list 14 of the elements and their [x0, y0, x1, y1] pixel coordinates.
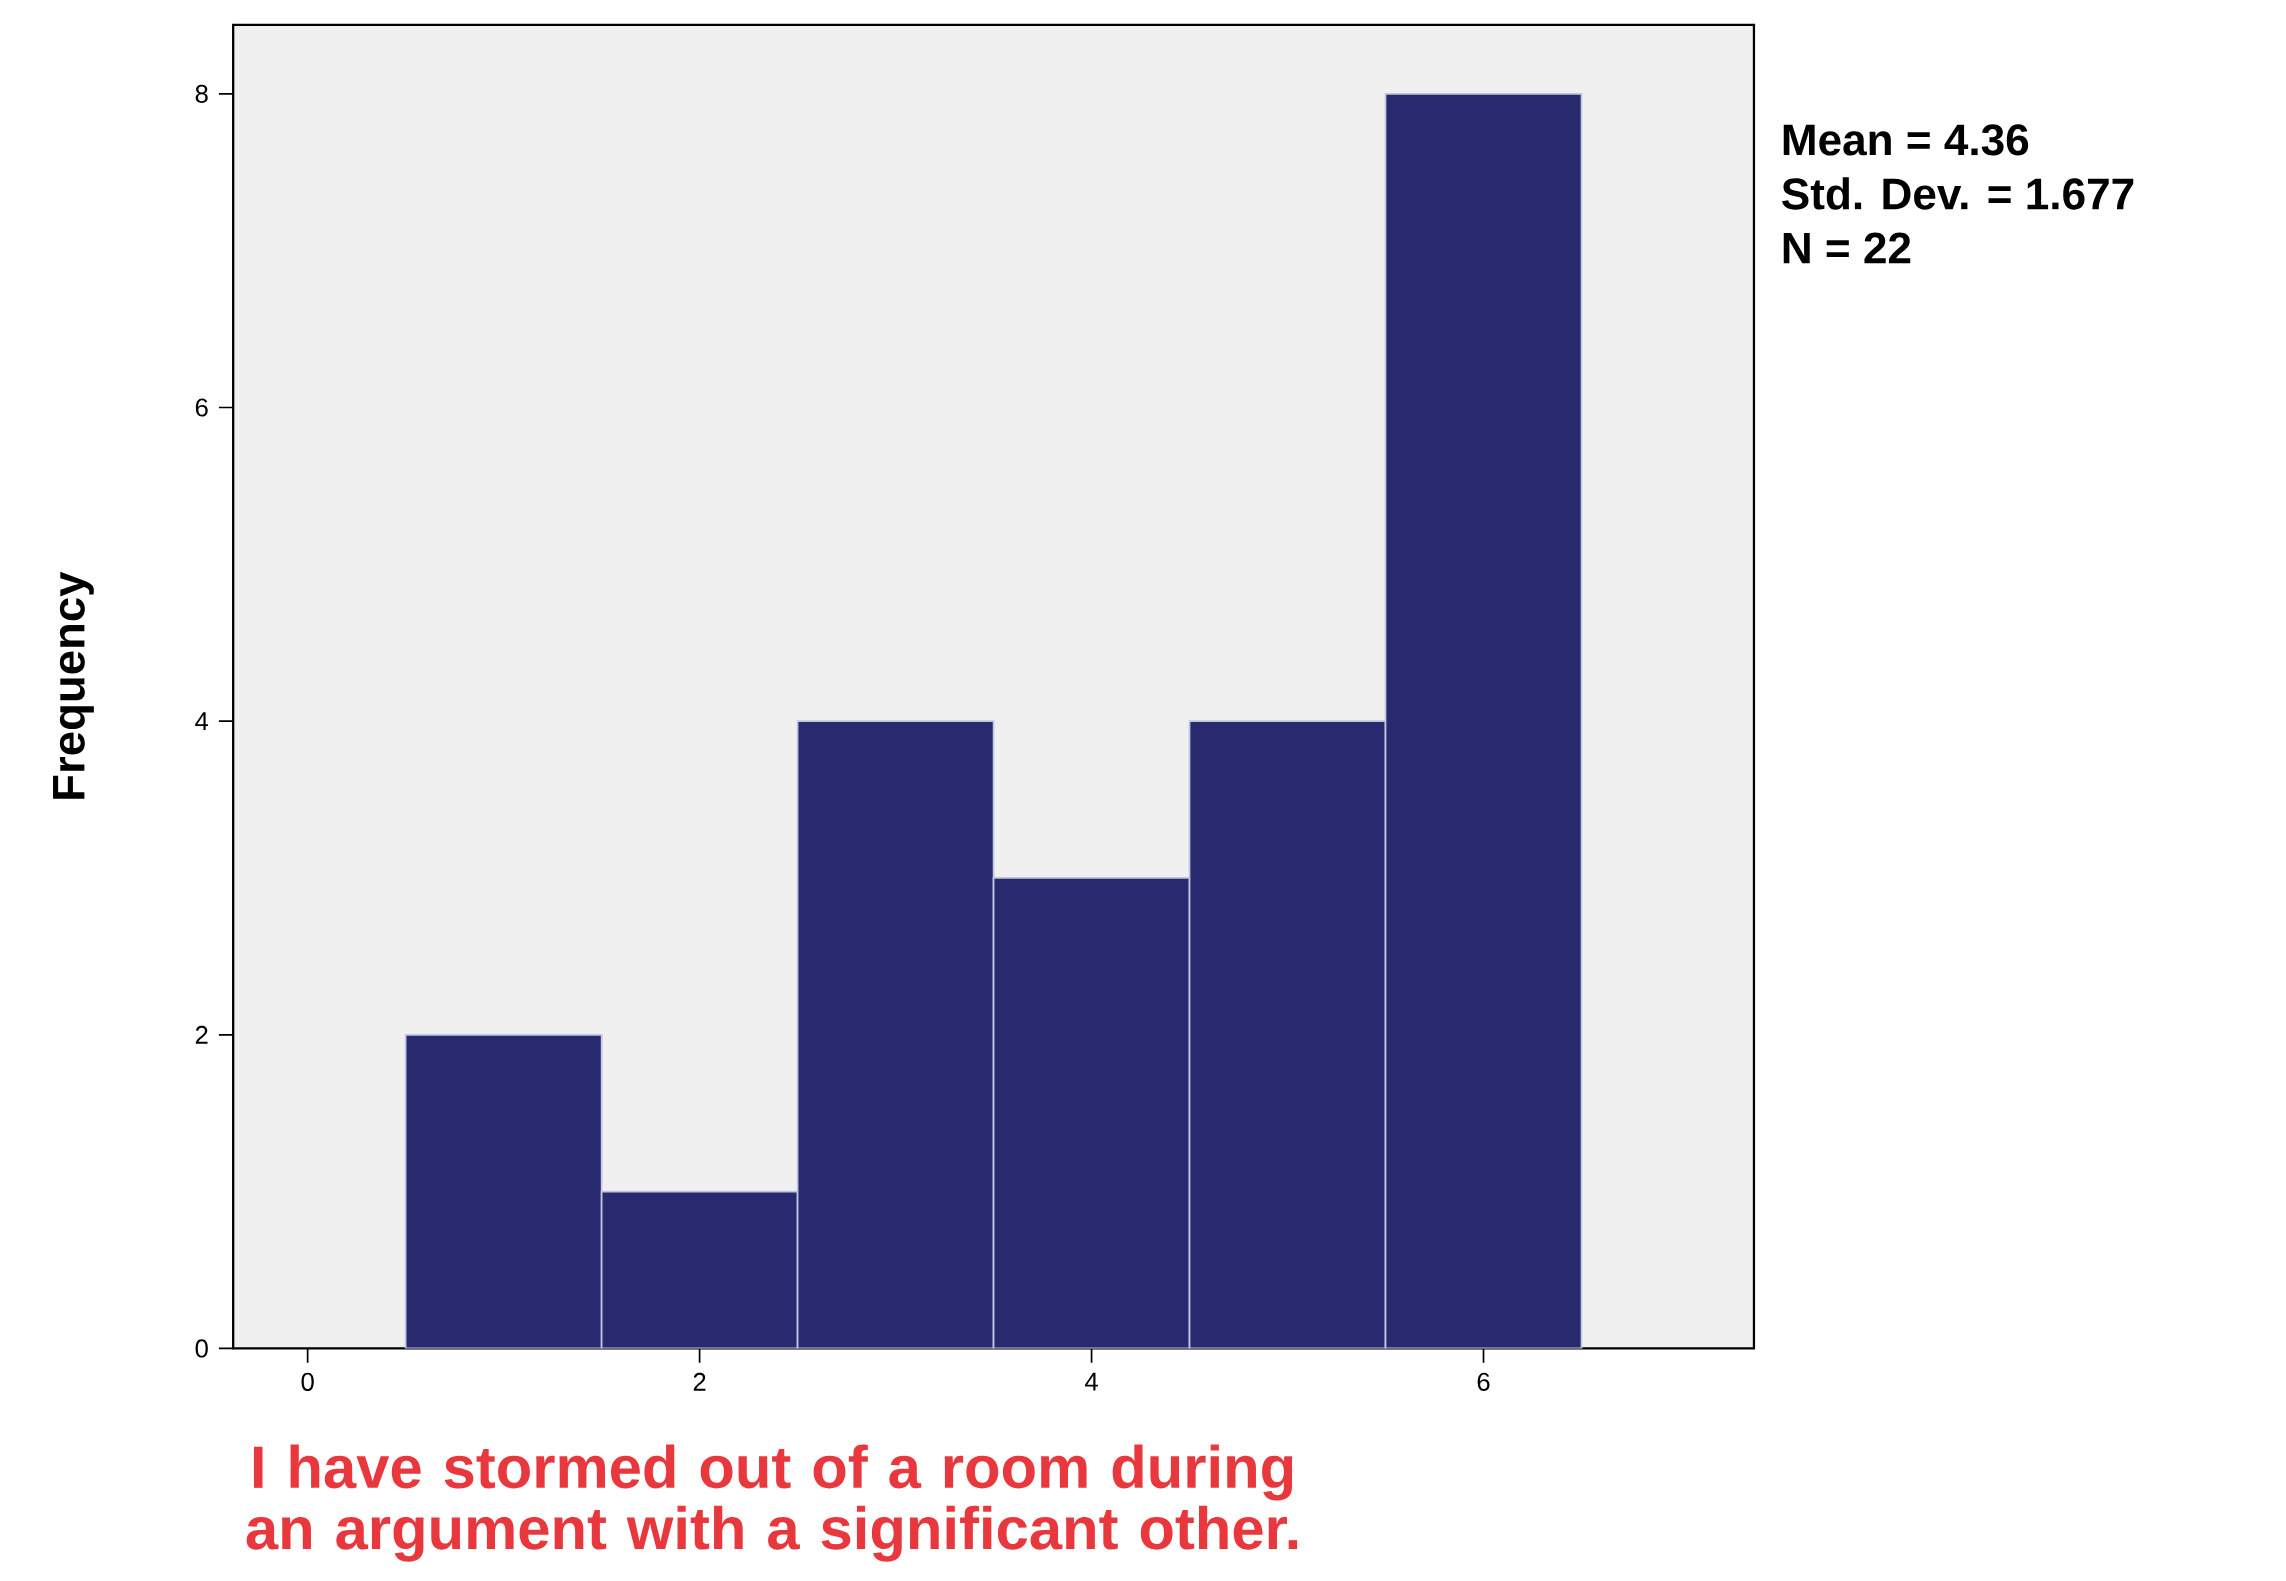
y-tick-label: 6: [195, 398, 208, 417]
x-tick-label: 4: [1085, 1372, 1098, 1391]
y-tick-label: 4: [195, 712, 209, 730]
text: Mean = 4.36: [1783, 124, 2029, 156]
y-tick-label: 0: [195, 1339, 208, 1358]
x-tick-label: 0: [301, 1372, 314, 1391]
x-tick-label: 6: [1477, 1372, 1490, 1391]
text: N = 22: [1783, 232, 1911, 264]
text: Std. Dev. = 1.677: [1782, 177, 2134, 210]
y-tick-label: 8: [195, 84, 208, 103]
x-tick-label: 2: [693, 1372, 706, 1391]
y-tick-label: 2: [195, 1025, 208, 1044]
x-axis-title: I have stormed out of a room during an argument with a significant other.: [246, 1444, 1298, 1562]
y-axis-title: Frequency: [53, 571, 94, 799]
